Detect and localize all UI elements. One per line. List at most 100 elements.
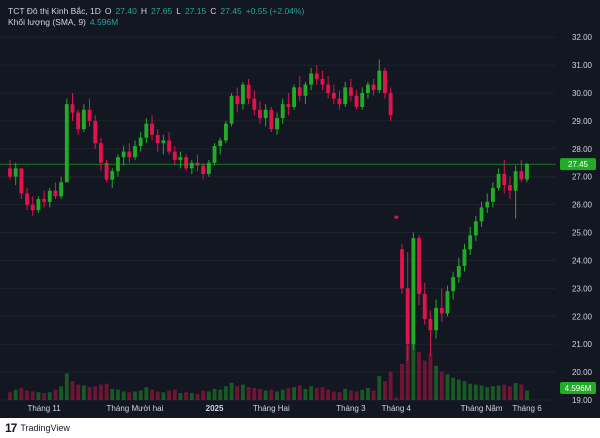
volume-bar xyxy=(468,383,473,400)
tradingview-logo-icon: 17 xyxy=(5,421,17,435)
candle-body xyxy=(178,157,183,160)
volume-label[interactable]: Khối lượng (SMA, 9) xyxy=(8,17,86,27)
volume-bar xyxy=(519,384,524,400)
close-value: 27.45 xyxy=(220,6,242,16)
price-tick-label: 30.00 xyxy=(572,89,593,98)
volume-bar xyxy=(178,393,183,400)
candle-body xyxy=(292,87,296,107)
volume-bar xyxy=(161,392,166,400)
volume-bar xyxy=(201,390,206,400)
volume-bar xyxy=(451,377,456,400)
volume-bar xyxy=(229,382,234,400)
volume-bar xyxy=(320,387,325,400)
candle-body xyxy=(161,140,166,144)
last-price-badge xyxy=(560,158,596,171)
volume-bar xyxy=(400,364,404,400)
open-label: O xyxy=(104,6,112,16)
volume-bar xyxy=(241,384,245,400)
candle-body xyxy=(8,168,12,177)
price-tick-label: 27.00 xyxy=(572,173,593,182)
volume-bar xyxy=(508,386,512,400)
candle-body xyxy=(309,73,314,85)
volume-bar xyxy=(371,390,376,400)
volume-bar xyxy=(360,389,365,400)
chart-background xyxy=(0,0,600,418)
high-label: H xyxy=(140,6,147,16)
candle-body xyxy=(456,266,461,278)
volume-bar xyxy=(172,389,177,400)
candle-body xyxy=(445,291,450,314)
candle-body xyxy=(297,87,302,96)
volume-bar xyxy=(76,384,81,400)
candle-body xyxy=(252,98,257,110)
time-tick-label: Tháng 4 xyxy=(382,404,412,413)
volume-bar xyxy=(485,387,490,400)
volume-bar xyxy=(479,385,484,400)
open-value: 27.40 xyxy=(115,6,137,16)
volume-bar xyxy=(110,388,115,400)
price-tick-label: 22.00 xyxy=(572,312,593,321)
candle-body xyxy=(371,84,376,91)
chart-panel[interactable]: 32.00 31.00 30.00 29.00 28.00 27.00 26.00 25.00… xyxy=(0,0,600,418)
candle-body xyxy=(314,73,319,80)
volume-bar xyxy=(331,391,336,400)
volume-bar xyxy=(133,391,137,400)
candle-body xyxy=(496,173,501,188)
time-tick-label: Tháng Năm xyxy=(461,404,503,413)
candle-body xyxy=(286,104,291,107)
volume-bar xyxy=(263,390,268,400)
volume-bar xyxy=(434,365,439,400)
time-tick-label: Tháng 6 xyxy=(512,404,542,413)
volume-bar xyxy=(195,394,200,400)
candle-body xyxy=(235,95,240,105)
volume-bar xyxy=(326,389,331,400)
volume-bar xyxy=(496,385,501,400)
volume-bar xyxy=(206,391,211,400)
candle-body xyxy=(360,92,365,107)
volume-bar xyxy=(417,352,421,400)
candle-body xyxy=(275,118,279,130)
volume-bar xyxy=(445,374,450,400)
candle-body xyxy=(138,137,143,147)
volume-bar xyxy=(64,373,69,400)
candle-body xyxy=(263,109,268,119)
candle-body xyxy=(155,134,160,144)
candle-body xyxy=(144,123,149,138)
candle-body xyxy=(246,84,251,99)
candle-body xyxy=(30,204,35,211)
volume-bar xyxy=(87,387,92,400)
price-tick-label: 29.00 xyxy=(572,117,593,126)
symbol-title[interactable]: TCT Đô thị Kinh Bắc, 1D xyxy=(8,6,101,16)
volume-bar xyxy=(42,393,47,400)
candle-body xyxy=(422,293,427,320)
candle-body xyxy=(223,123,228,141)
candle-body xyxy=(326,84,331,93)
footer-bar: 17 TradingView xyxy=(0,418,600,438)
candle-body xyxy=(354,95,359,107)
candle-body xyxy=(184,157,189,169)
price-tick-label: 23.00 xyxy=(572,284,593,293)
candle-body xyxy=(127,151,132,158)
candle-body xyxy=(218,140,223,147)
volume-bar xyxy=(155,391,160,400)
volume-bar xyxy=(275,391,279,400)
candle-body xyxy=(150,123,154,135)
price-tick-label: 25.00 xyxy=(572,229,593,238)
volume-bar xyxy=(218,389,223,400)
tradingview-logo[interactable]: 17 TradingView xyxy=(5,421,70,435)
volume-bar xyxy=(36,392,41,400)
volume-bar xyxy=(348,390,353,400)
volume-bar xyxy=(314,388,319,400)
candle-body xyxy=(59,182,64,197)
volume-bar xyxy=(252,388,257,400)
close-label: C xyxy=(210,6,217,16)
volume-bar xyxy=(269,389,274,400)
price-chart[interactable]: 32.00 31.00 30.00 29.00 28.00 27.00 26.00 25.00… xyxy=(0,0,600,418)
volume-bar xyxy=(47,392,52,400)
price-tick-label: 24.00 xyxy=(572,256,593,265)
candle-body xyxy=(519,171,524,180)
candle-body xyxy=(133,146,137,158)
time-tick-label: Tháng 3 xyxy=(336,404,366,413)
volume-bar xyxy=(127,392,132,400)
